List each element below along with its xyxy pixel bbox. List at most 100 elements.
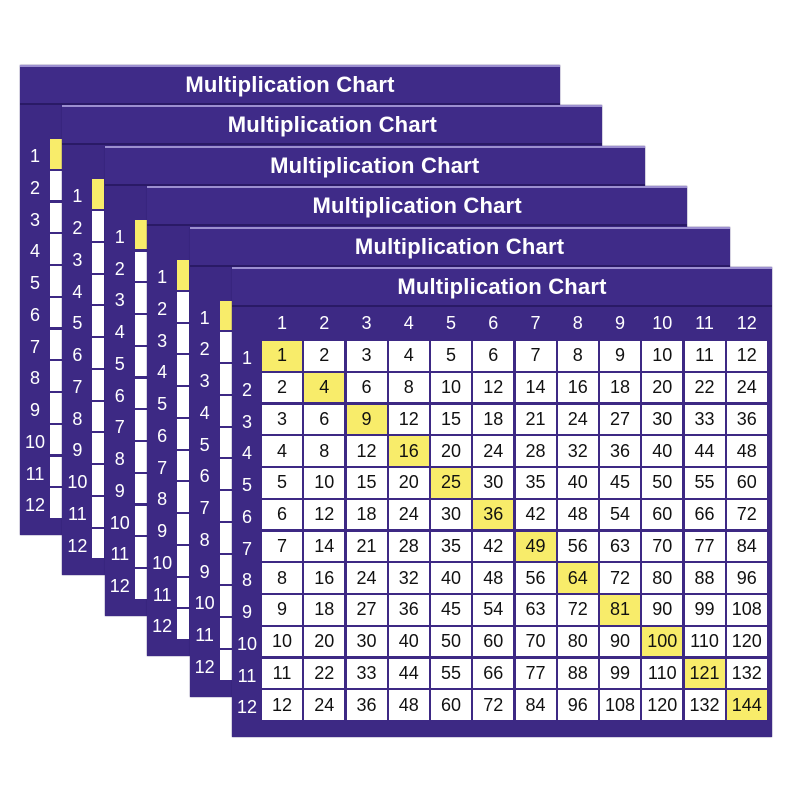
first-column-cell-edge (134, 283, 147, 313)
row-header: 10 (152, 552, 173, 573)
card-header: Multiplication Chart (20, 67, 560, 105)
highlighted-cell: 4 (304, 372, 345, 403)
table-cell: 56 (557, 531, 598, 562)
row-header: 11 (25, 463, 45, 484)
table-cell: 18 (346, 499, 387, 530)
table-cell: 110 (642, 658, 683, 689)
first-column-cell-edge (92, 433, 105, 464)
first-column-cell-edge (134, 410, 147, 440)
table-cell: 4 (388, 341, 429, 371)
first-column-cell-edge (134, 378, 147, 409)
table-cell: 55 (431, 658, 471, 689)
table-cell: 48 (726, 436, 767, 466)
row-header: 11 (237, 665, 257, 686)
row-header: 2 (241, 379, 252, 400)
row-header: 3 (199, 371, 210, 392)
row-header: 1 (199, 307, 210, 328)
first-column-cell-edge (50, 202, 62, 233)
table-cell: 8 (388, 372, 429, 403)
row-header: 8 (29, 368, 40, 389)
table-cell: 33 (346, 658, 387, 689)
first-column-cell-edge (219, 427, 232, 458)
first-column-cell-edge (219, 586, 232, 617)
table-cell: 6 (262, 499, 302, 530)
card-header: Multiplication Chart (62, 107, 603, 146)
table-cell: 63 (515, 595, 556, 625)
row-header: 2 (199, 339, 210, 360)
card-header: Multiplication Chart (147, 188, 688, 227)
first-column-cell-edge (50, 234, 62, 264)
first-column-cell-edge (177, 418, 190, 449)
first-column-cell-edge (50, 456, 62, 487)
table-cell: 84 (726, 531, 767, 562)
first-column-cell-edge (134, 315, 147, 345)
first-column-cell-edge (50, 393, 62, 423)
table-cell: 12 (262, 690, 302, 720)
row-header: 10 (236, 633, 258, 654)
table-cell: 72 (473, 690, 514, 720)
first-column-cell-edge (92, 369, 105, 400)
first-column-cell-edge (50, 488, 62, 518)
table-cell: 12 (304, 499, 345, 530)
table-cell: 132 (726, 658, 767, 689)
first-column-cell-edge (134, 219, 147, 250)
row-header: 5 (29, 273, 40, 293)
table-cell: 42 (473, 531, 514, 562)
first-column-cell-edge (219, 554, 232, 585)
row-header: 5 (241, 475, 252, 495)
table-cell: 4 (262, 436, 302, 466)
first-column-cell-edge (177, 387, 190, 417)
row-header: 3 (29, 209, 40, 230)
table-cell: 36 (346, 690, 387, 720)
table-cell: 24 (726, 372, 767, 403)
row-header: 3 (157, 330, 168, 351)
row-header: 12 (109, 576, 130, 597)
table-cell: 72 (600, 563, 640, 593)
row-header: 6 (72, 345, 83, 366)
table-cell: 11 (262, 658, 302, 689)
first-column-cell-edge (177, 577, 190, 608)
table-cell: 90 (600, 626, 640, 657)
first-column-cell-edge (92, 528, 105, 559)
row-header: 2 (72, 218, 83, 239)
table-cell: 77 (684, 531, 725, 562)
table-cell: 36 (600, 436, 640, 466)
table-cell: 18 (473, 404, 514, 435)
table-cell: 50 (431, 626, 471, 657)
table-cell: 20 (642, 372, 683, 403)
table-cell: 22 (304, 658, 345, 689)
table-cell: 24 (473, 436, 514, 466)
row-header: 11 (68, 503, 87, 524)
first-column-cell-edge (177, 609, 190, 640)
table-cell: 3 (262, 404, 302, 435)
table-cell: 33 (684, 404, 725, 435)
table-cell: 20 (388, 468, 429, 498)
first-column-cell-edge (177, 482, 190, 513)
table-cell: 40 (388, 626, 429, 657)
table-cell: 80 (557, 626, 598, 657)
row-header: 4 (199, 402, 210, 423)
table-cell: 30 (473, 468, 514, 498)
table-cell: 12 (473, 372, 514, 403)
table-cell: 48 (473, 563, 514, 593)
table-cell: 70 (515, 626, 556, 657)
table-cell: 8 (304, 436, 345, 466)
row-header: 1 (157, 267, 168, 288)
row-header: 10 (109, 512, 130, 533)
chart-title: Multiplication Chart (312, 193, 522, 219)
table-cell: 77 (515, 658, 556, 689)
table-cell: 88 (684, 563, 725, 593)
column-header: 11 (695, 313, 714, 333)
table-cell: 108 (600, 690, 640, 720)
table-cell: 27 (346, 595, 387, 625)
table-cell: 54 (473, 595, 514, 625)
row-header: 8 (199, 529, 210, 550)
row-header: 9 (29, 400, 40, 420)
table-cell: 27 (600, 404, 640, 435)
row-header: 3 (114, 290, 125, 311)
table-cell: 50 (642, 468, 683, 498)
first-column-cell-edge (92, 306, 105, 337)
table-cell: 30 (346, 626, 387, 657)
highlighted-cell: 49 (515, 531, 556, 562)
table-cell: 44 (388, 658, 429, 689)
